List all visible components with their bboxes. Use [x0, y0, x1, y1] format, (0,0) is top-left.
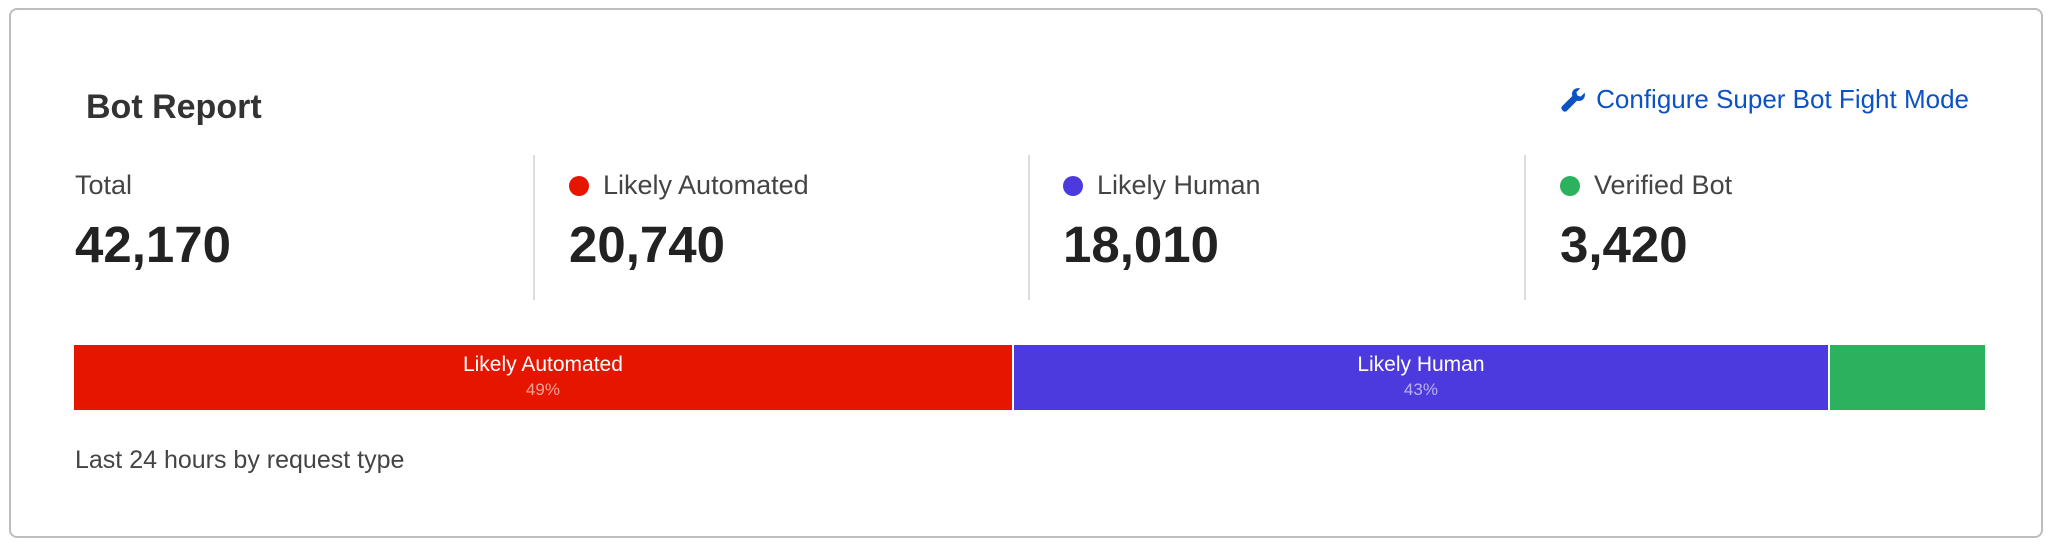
green-dot-icon: [1560, 175, 1580, 196]
request-type-bar: Likely Automated 49% Likely Human 43%: [74, 345, 1985, 410]
stat-value: 20,740: [569, 216, 725, 273]
bar-segment-verified-bot[interactable]: [1830, 345, 1985, 410]
segment-percent: 49%: [525, 380, 560, 399]
bar-segment-likely-human[interactable]: Likely Human 43%: [1013, 345, 1830, 410]
stat-total: Total 42,170: [75, 155, 231, 300]
segment-percent: 43%: [1403, 380, 1438, 399]
configure-super-bot-fight-mode-link[interactable]: Configure Super Bot Fight Mode: [1560, 84, 1969, 115]
wrench-icon: [1561, 87, 1586, 112]
footer-caption: Last 24 hours by request type: [75, 446, 405, 474]
stat-likely-human: Likely Human 18,010: [1063, 155, 1261, 300]
stat-value: 18,010: [1063, 216, 1219, 273]
card-title: Bot Report: [86, 88, 262, 126]
stat-label: Likely Human: [1097, 170, 1261, 200]
divider: [1028, 155, 1030, 300]
stat-value: 42,170: [75, 216, 231, 273]
stat-value: 3,420: [1560, 216, 1688, 273]
stat-label: Verified Bot: [1594, 170, 1733, 200]
bot-report-card: Bot Report Configure Super Bot Fight Mod…: [9, 8, 2043, 538]
stat-verified-bot: Verified Bot 3,420: [1560, 155, 1732, 300]
configure-link-label: Configure Super Bot Fight Mode: [1596, 84, 1969, 114]
purple-dot-icon: [1063, 175, 1083, 196]
stat-likely-automated: Likely Automated 20,740: [569, 155, 809, 300]
stat-label: Likely Automated: [603, 170, 809, 200]
bar-segment-likely-automated[interactable]: Likely Automated 49%: [74, 345, 1014, 410]
stat-label: Total: [75, 170, 133, 200]
red-dot-icon: [569, 175, 589, 196]
segment-label: Likely Human: [1357, 353, 1485, 376]
divider: [1524, 155, 1526, 300]
segment-label: Likely Automated: [462, 353, 623, 376]
divider: [533, 155, 535, 300]
